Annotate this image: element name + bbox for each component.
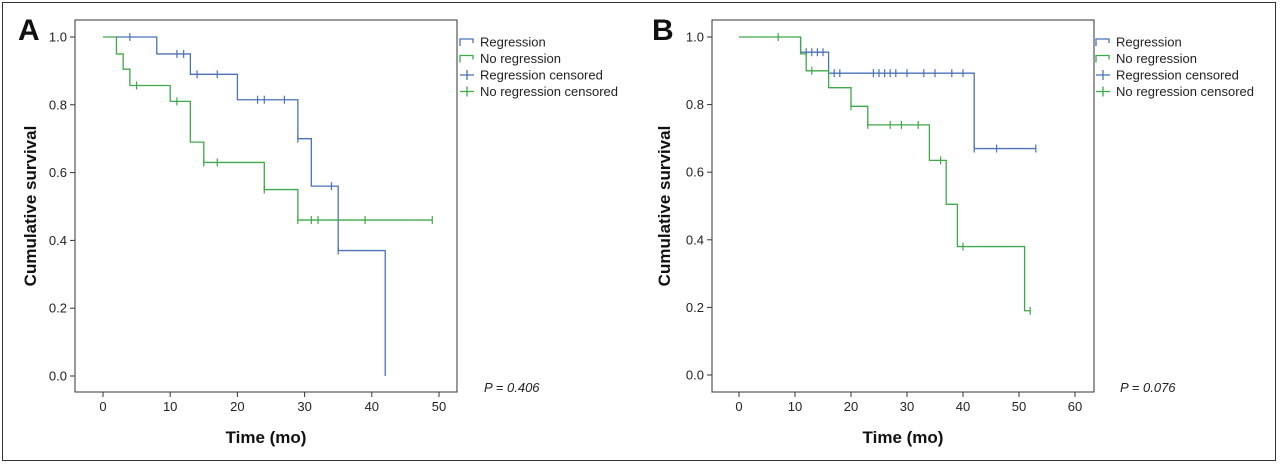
panel-a-legend-label: No regression censored <box>480 84 618 99</box>
panel-b-x-tick-label: 60 <box>1068 399 1082 414</box>
panel-b-x-tick-label: 20 <box>844 399 858 414</box>
panel-b-label: B <box>652 14 674 47</box>
panel-a-x-tick-label: 50 <box>432 399 446 414</box>
panel-b-y-tick-label: 0.2 <box>686 300 704 315</box>
panel-a-y-tick-label: 0.6 <box>49 165 67 180</box>
panel-a-series-regression-line <box>116 36 386 376</box>
panel-a-y-tick-label: 0.0 <box>49 369 67 384</box>
panel-b-y-tick-label: 0.4 <box>686 232 704 247</box>
panel-b-series-no-regression-line <box>739 36 1031 312</box>
panel-b-legend-swatch <box>1095 54 1110 63</box>
panel-b-legend-swatch <box>1095 38 1110 46</box>
panel-b-plot-frame <box>711 19 1095 393</box>
panel-a-y-axis-title: Cumulative survival <box>21 126 40 287</box>
panel-b-p-value: P = 0.076 <box>1120 380 1176 395</box>
panel-b-x-tick-label: 30 <box>900 399 914 414</box>
panel-b-x-tick-label: 0 <box>735 399 742 414</box>
panel-b-series-regression-line <box>799 37 1036 150</box>
panel-b-x-tick-label: 50 <box>1012 399 1026 414</box>
panel-b-y-tick-label: 0.0 <box>686 368 704 383</box>
panel-a-legend-label: No regression <box>480 51 561 66</box>
panel-a-label: A <box>18 14 40 47</box>
panel-a-series-no-regression-line <box>103 36 433 221</box>
panel-a-x-tick-label: 20 <box>230 399 244 414</box>
panel-a-y-tick-label: 0.8 <box>49 97 67 112</box>
panel-b-y-tick-label: 0.6 <box>686 165 704 180</box>
panel-b-x-tick-label: 40 <box>956 399 970 414</box>
panel-a-x-tick-label: 30 <box>297 399 311 414</box>
panel-b-y-axis-title: Cumulative survival <box>655 126 674 287</box>
panel-a-legend-label: Regression <box>480 35 546 50</box>
panel-a-legend-swatch <box>459 38 474 46</box>
panel-a-x-axis-title: Time (mo) <box>226 428 307 447</box>
panel-b-legend-label: No regression censored <box>1116 84 1254 99</box>
panel-b-legend-label: Regression <box>1116 35 1182 50</box>
panel-a-x-tick-label: 40 <box>365 399 379 414</box>
panel-a-x-tick-label: 0 <box>99 399 106 414</box>
panel-b-y-tick-label: 1.0 <box>686 30 704 45</box>
panel-a-legend-label: Regression censored <box>480 68 603 83</box>
panel-b-legend-label: Regression censored <box>1116 68 1239 83</box>
panel-a-x-tick-label: 10 <box>163 399 177 414</box>
panel-b-y-tick-label: 0.8 <box>686 97 704 112</box>
panel-a-p-value: P = 0.406 <box>484 380 540 395</box>
panel-a-y-tick-label: 0.4 <box>49 233 67 248</box>
panel-a-y-tick-label: 0.2 <box>49 301 67 316</box>
panel-b-x-axis-title: Time (mo) <box>863 428 944 447</box>
panel-a-y-tick-label: 1.0 <box>49 30 67 45</box>
panel-b-legend-label: No regression <box>1116 51 1197 66</box>
panel-b-x-tick-label: 10 <box>788 399 802 414</box>
panel-a-legend-swatch <box>459 54 474 63</box>
panel-a-plot-frame <box>74 19 458 393</box>
